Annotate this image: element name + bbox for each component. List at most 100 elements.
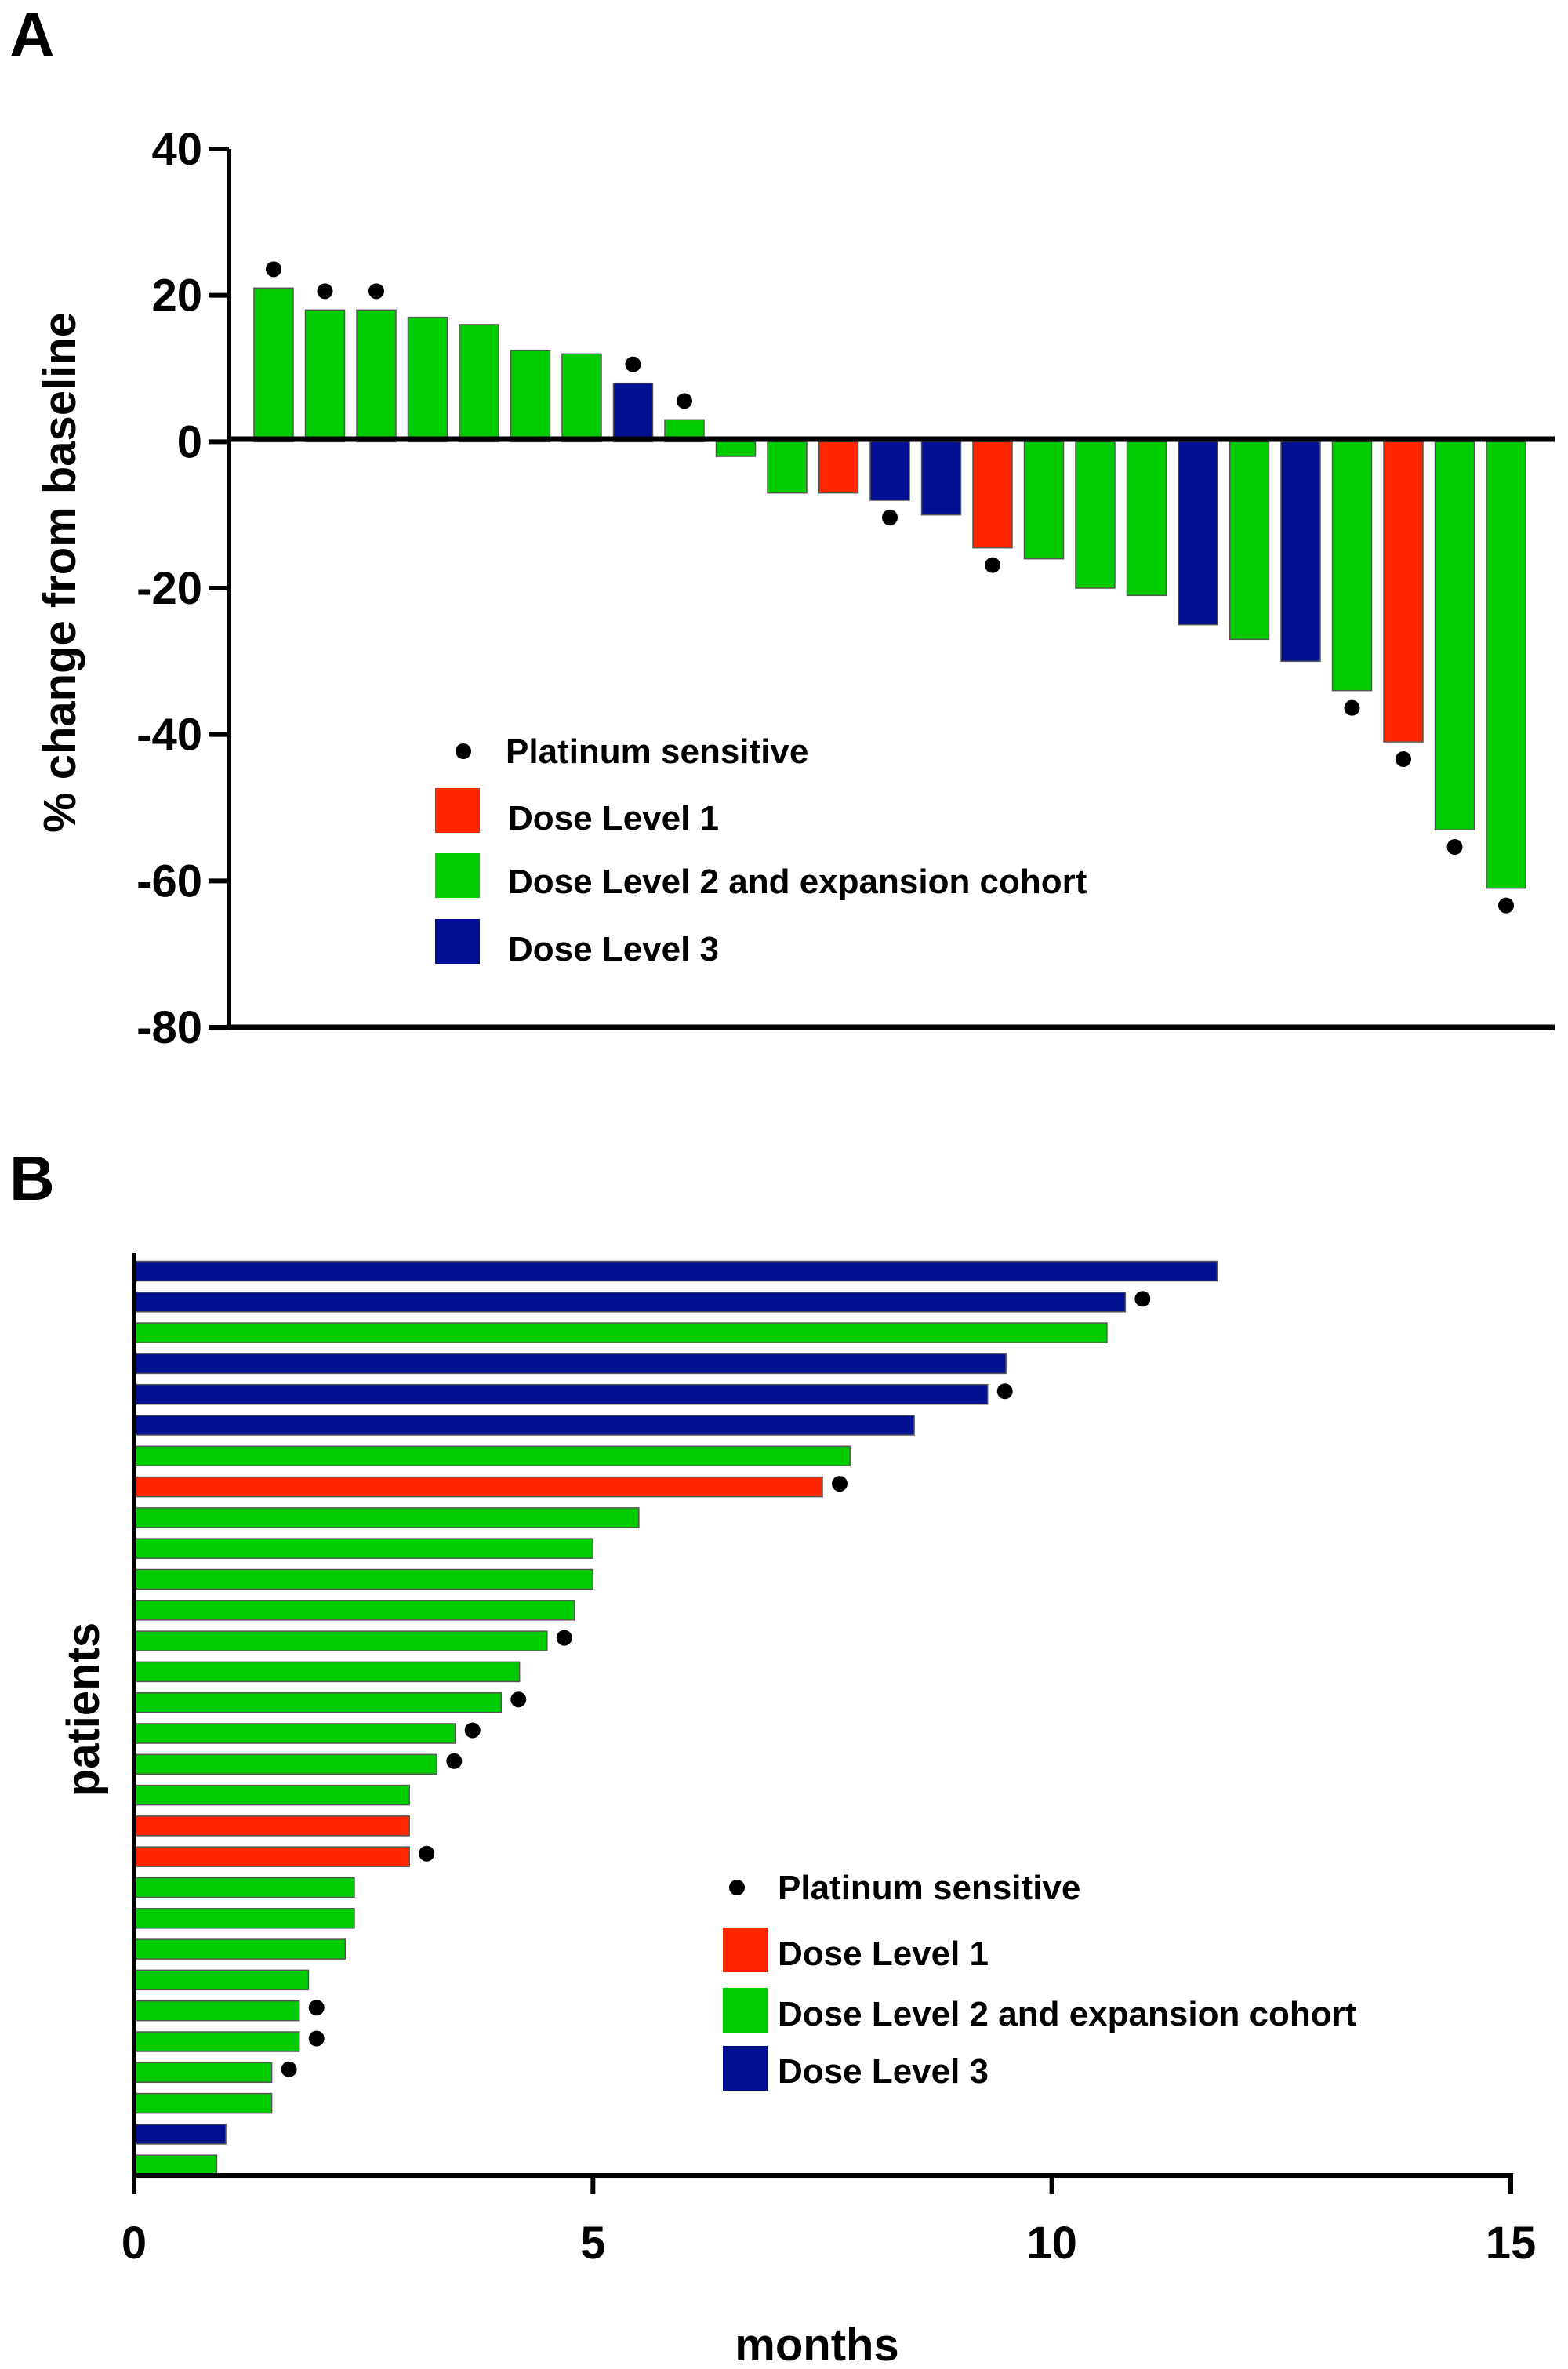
legend-b-dose2-swatch <box>723 1988 768 2033</box>
panel-b-x-axis: 0 5 10 15 <box>122 2173 1537 2269</box>
panel-b-x-tick-label: 5 <box>580 2218 605 2269</box>
panel-b-bar <box>133 1292 1127 1313</box>
panel-b-bar <box>133 1600 575 1621</box>
panel-a-y-tick-label: -80 <box>136 1002 202 1053</box>
panel-b-y-axis-title: patients <box>58 1622 109 1797</box>
legend-a-dose1-swatch <box>435 788 480 833</box>
panel-a-platinum-marker <box>882 510 898 525</box>
legend-b-dose3-label: Dose Level 3 <box>778 2052 989 2091</box>
panel-b-x-tick-label: 0 <box>122 2218 147 2269</box>
panel-a-bar <box>1229 441 1270 641</box>
panel-b-x-tick-label: 10 <box>1026 2218 1077 2269</box>
panel-a-bar <box>1331 441 1373 692</box>
panel-b-bar <box>133 1476 823 1498</box>
panel-b-bar <box>133 1415 915 1436</box>
legend-b-platinum-label: Platinum sensitive <box>778 1869 1080 1907</box>
legend-a-dose2-label: Dose Level 2 and expansion cohort <box>508 863 1087 901</box>
panel-b-bar <box>133 1630 548 1651</box>
legend-b-dose1-swatch <box>723 1928 768 1972</box>
panel-b-platinum-markers <box>281 1291 1151 2077</box>
panel-b-label: B <box>9 1143 55 1213</box>
panel-b-bar <box>133 2154 218 2175</box>
panel-b-legend: Platinum sensitive Dose Level 1 Dose Lev… <box>723 1869 1357 2091</box>
panel-b-bar <box>133 2000 300 2022</box>
panel-a-bar <box>459 324 499 443</box>
legend-a-dose2-swatch <box>435 853 480 898</box>
panel-a-y-tick-label: 0 <box>177 416 202 467</box>
panel-a-y-axis: 40 20 0 -20 -40 -60 -80 <box>136 124 231 1053</box>
panel-b-bar <box>133 2062 273 2084</box>
panel-b-bar <box>133 1260 1218 1282</box>
panel-a-platinum-marker <box>677 393 692 409</box>
panel-b-platinum-marker <box>308 2030 325 2047</box>
legend-b-dose1-label: Dose Level 1 <box>778 1935 989 1973</box>
panel-b-platinum-marker <box>996 1383 1013 1400</box>
panel-a-y-tick-label: -60 <box>136 856 202 907</box>
panel-b-bar <box>133 1538 594 1559</box>
panel-a-bar <box>1383 441 1424 743</box>
panel-a-bar <box>1178 441 1218 626</box>
panel-a-y-tick-label: 40 <box>151 124 202 175</box>
panel-b-bars <box>133 1260 1218 2175</box>
panel-b-bar <box>133 1723 456 1744</box>
panel-a-bar <box>253 287 294 443</box>
panel-b-platinum-marker <box>281 2061 297 2077</box>
legend-a-platinum-marker <box>456 743 471 759</box>
panel-a-platinum-marker <box>985 557 1000 573</box>
panel-b-platinum-marker <box>464 1722 481 1739</box>
panel-b-x-tick-label: 15 <box>1486 2218 1537 2269</box>
panel-b-bar <box>133 1753 438 1775</box>
panel-a-platinum-marker <box>625 356 641 372</box>
panel-a-bar <box>561 353 602 443</box>
panel-a-bar <box>1126 441 1167 597</box>
legend-a-dose1-label: Dose Level 1 <box>508 799 719 838</box>
panel-b-bar <box>133 2124 227 2145</box>
panel-a-bar <box>1486 441 1526 889</box>
panel-b-platinum-marker <box>556 1630 572 1646</box>
legend-a-platinum-label: Platinum sensitive <box>506 732 808 771</box>
panel-a-bar <box>818 441 859 494</box>
panel-a-platinum-markers <box>266 261 1514 914</box>
panel-a-label: A <box>9 0 55 70</box>
panel-a-bar <box>304 309 346 443</box>
legend-a-dose3-swatch <box>435 919 480 964</box>
panel-b-platinum-marker <box>510 1691 527 1708</box>
panel-b-bar <box>133 1383 989 1405</box>
panel-a-bar <box>1075 441 1116 589</box>
panel-a-bars <box>253 287 1526 889</box>
panel-a-bar <box>1280 441 1321 663</box>
panel-b-bar <box>133 1507 640 1528</box>
legend-b-dose3-swatch <box>723 2046 768 2091</box>
panel-a-bar <box>715 441 757 457</box>
panel-b-platinum-marker <box>308 2000 325 2016</box>
panel-b-bar <box>133 1846 410 1867</box>
panel-b-bar <box>133 2092 273 2114</box>
panel-a-waterfall-chart: A % change from baseline 40 20 0 -20 -40 -60 -… <box>9 0 1555 1053</box>
panel-b-platinum-marker <box>419 1845 435 1862</box>
panel-b-bar <box>133 1908 355 1929</box>
panel-b-swimmer-chart: B patients 0 5 10 15 months Platinum sensit… <box>9 1143 1536 2369</box>
panel-a-bar <box>972 441 1013 549</box>
panel-a-platinum-marker <box>266 261 281 278</box>
legend-b-dose2-label: Dose Level 2 and expansion cohort <box>778 1995 1357 2033</box>
panel-b-bar <box>133 1815 410 1837</box>
panel-b-x-axis-title: months <box>735 2320 898 2369</box>
panel-a-y-tick-label: -40 <box>136 710 202 761</box>
panel-a-bar <box>1023 441 1065 560</box>
panel-a-platinum-marker <box>368 283 384 300</box>
panel-a-platinum-marker <box>1396 751 1411 767</box>
panel-a-platinum-marker <box>1344 699 1360 716</box>
panel-a-bar <box>1434 441 1475 830</box>
panel-b-bar <box>133 2031 300 2052</box>
panel-a-platinum-marker <box>317 283 333 300</box>
panel-a-bar <box>612 382 654 443</box>
panel-a-bar <box>920 441 962 516</box>
panel-b-platinum-marker <box>832 1476 848 1492</box>
panel-a-y-tick-label: 20 <box>151 271 202 322</box>
panel-b-bar <box>133 1784 410 1806</box>
panel-a-bar <box>356 309 397 443</box>
panel-a-legend: Platinum sensitive Dose Level 1 Dose Lev… <box>435 732 1087 968</box>
panel-b-bar <box>133 1691 503 1713</box>
panel-b-bar <box>133 1877 355 1898</box>
panel-b-bar <box>133 1353 1007 1375</box>
